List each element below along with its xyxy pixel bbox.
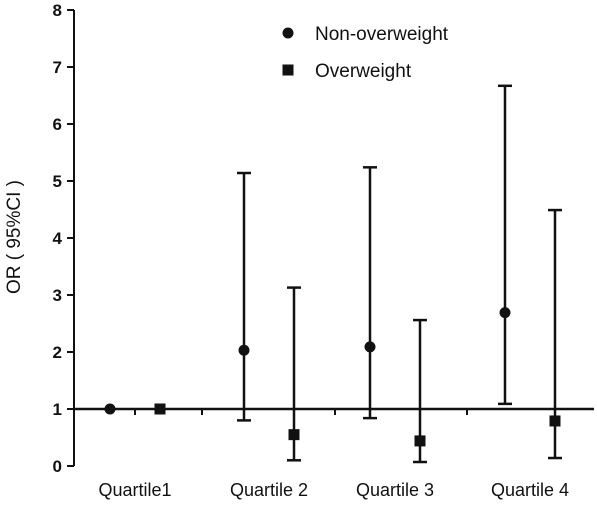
y-tick-label: 8	[53, 1, 62, 20]
data-point-circle	[364, 341, 376, 353]
legend-label: Overweight	[315, 61, 412, 82]
y-tick-label: 2	[53, 343, 62, 362]
y-tick-label: 0	[53, 457, 62, 476]
data-point-circle	[104, 403, 116, 415]
legend-marker-circle	[282, 27, 294, 39]
data-point-circle	[238, 344, 250, 356]
data-point-circle	[499, 307, 511, 319]
y-tick-label: 7	[53, 58, 62, 77]
x-category-label: Quartile 4	[491, 480, 569, 500]
axes: 0 1 2 3 4 5 6 7 8 Quartile1 Quartile 2 Quartile 3 Qu…	[53, 1, 569, 500]
x-category-label: Quartile 3	[356, 480, 434, 500]
x-category-label: Quartile 2	[230, 480, 308, 500]
data-point-square	[154, 403, 166, 415]
y-tick-label: 5	[53, 172, 62, 191]
data-point-square	[414, 435, 426, 447]
y-axis-title: OR ( 95%CI )	[4, 180, 25, 294]
y-tick-label: 4	[53, 229, 63, 248]
y-tick-label: 6	[53, 115, 62, 134]
series-overweight	[154, 208, 562, 464]
y-tick-label: 1	[53, 400, 62, 419]
series-layer	[104, 84, 562, 464]
legend-label: Non-overweight	[315, 24, 449, 45]
series-non-overweight	[104, 84, 512, 422]
x-category-label: Quartile1	[98, 480, 171, 500]
legend-marker-square	[282, 64, 294, 76]
data-point-square	[288, 429, 300, 441]
legend: Non-overweight Overweight	[282, 24, 449, 82]
reference-line-layer	[74, 407, 594, 415]
y-tick-label: 3	[53, 286, 62, 305]
data-point-square	[549, 415, 561, 427]
